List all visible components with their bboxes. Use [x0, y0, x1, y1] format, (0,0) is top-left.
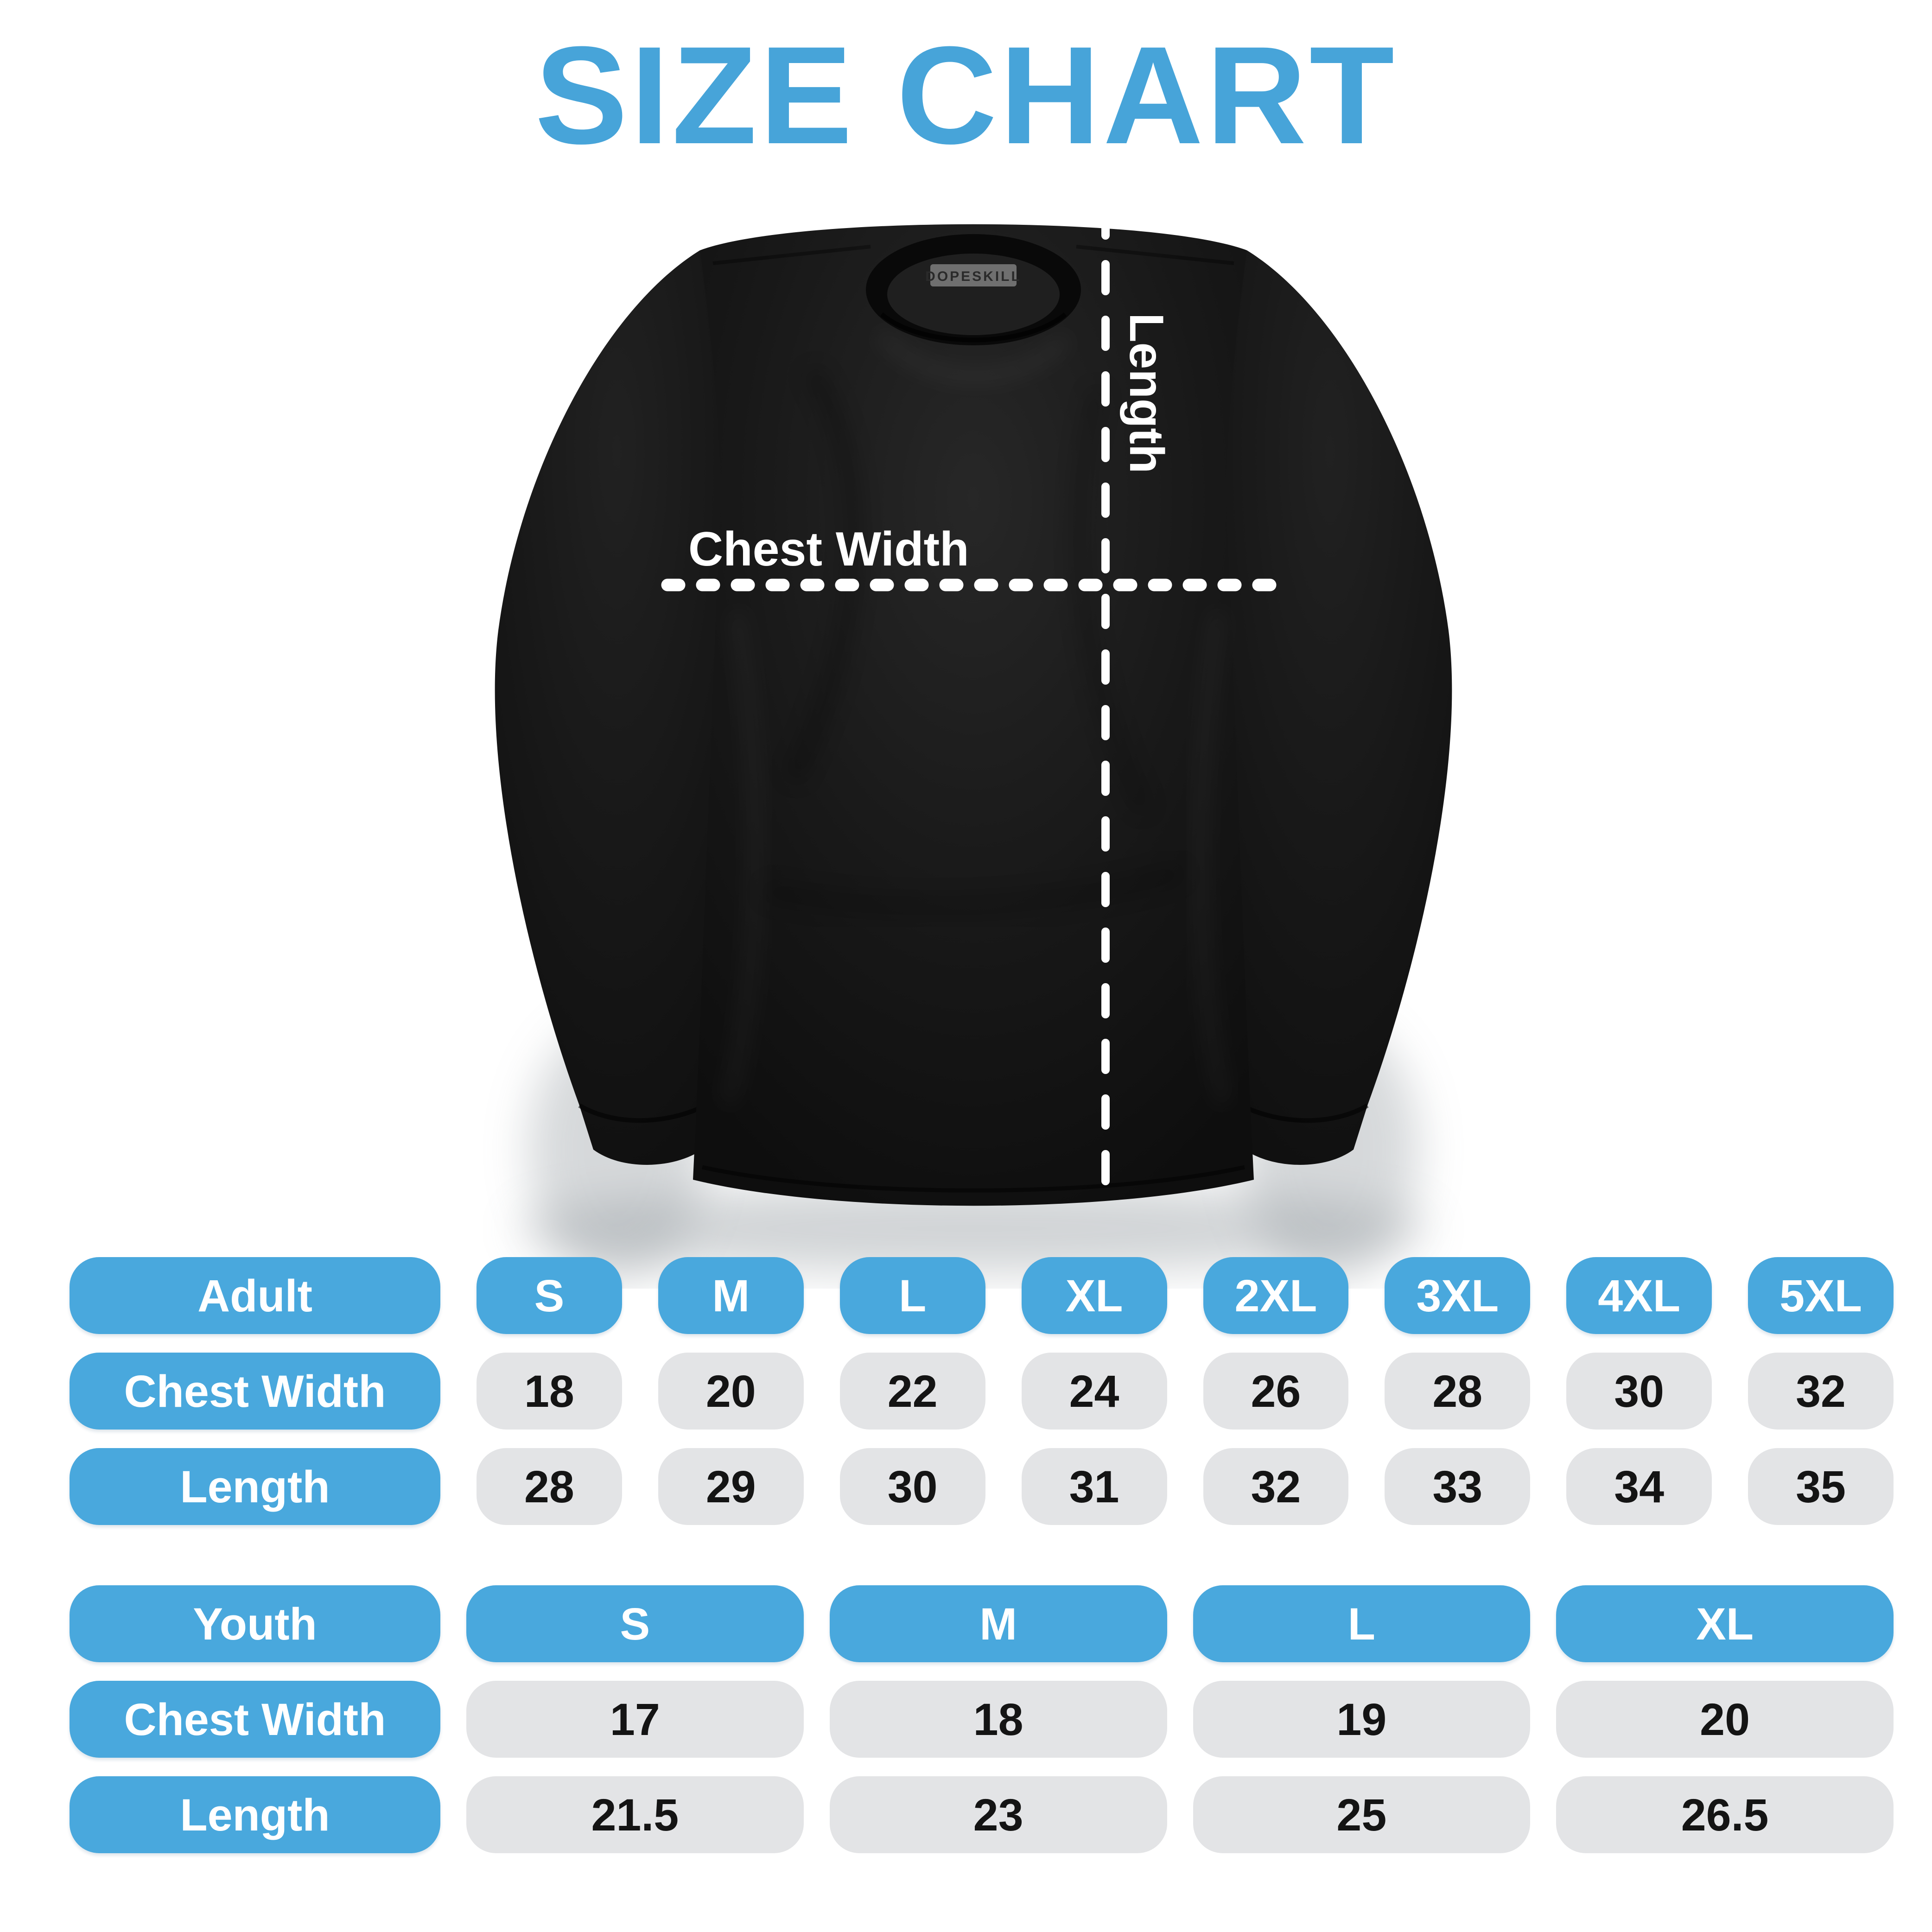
youth-group-pill: Youth: [70, 1585, 440, 1662]
adult-group-pill: Adult: [70, 1257, 440, 1334]
wrinkle: [763, 863, 1185, 915]
shirt-diagram: DOPESKILL Chest Width Length: [495, 204, 1452, 1279]
shirt-shadow: [519, 1184, 1428, 1272]
adult-chest-value-pill: 32: [1748, 1353, 1894, 1430]
adult-chest-value-pill: 26: [1203, 1353, 1349, 1430]
adult-size-header-pill: XL: [1021, 1257, 1167, 1334]
wrinkle-highlight: [721, 610, 762, 1105]
adult-chest-value-pill: 20: [658, 1353, 804, 1430]
left-sleeve: [495, 250, 739, 1165]
adult-size-header-pill: 3XL: [1385, 1257, 1531, 1334]
page-title: SIZE CHART: [535, 17, 1397, 173]
adult-chest-row-label: Chest Width: [70, 1353, 440, 1430]
wrinkle-highlight: [1194, 610, 1230, 1105]
adult-chest-value-pill: 28: [1385, 1353, 1531, 1430]
adult-size-table: Adult S M L XL 2XL 3XL 4XL 5XL Chest Wid…: [70, 1257, 1894, 1525]
left-shoulder-seam: [712, 245, 871, 265]
hem-seam: [702, 1165, 1245, 1193]
right-sleeve: [1208, 250, 1452, 1165]
youth-size-header-pill: S: [466, 1585, 804, 1662]
youth-chest-value-pill: 17: [466, 1681, 804, 1758]
adult-size-header-pill: 5XL: [1748, 1257, 1894, 1334]
youth-size-header-pill: L: [1193, 1585, 1531, 1662]
adult-length-value-pill: 29: [658, 1448, 804, 1525]
youth-length-value-pill: 23: [829, 1776, 1167, 1853]
chest-width-label: Chest Width: [688, 522, 969, 576]
youth-chest-value-pill: 19: [1193, 1681, 1531, 1758]
adult-size-header-pill: S: [477, 1257, 622, 1334]
youth-size-table: Youth S M L XL Chest Width 17 18 19 20 L…: [70, 1585, 1894, 1853]
adult-chest-value-pill: 30: [1566, 1353, 1712, 1430]
left-cuff-seam: [578, 1100, 713, 1123]
youth-chest-value-pill: 18: [829, 1681, 1167, 1758]
adult-size-header-pill: L: [839, 1257, 985, 1334]
adult-chest-value-pill: 24: [1021, 1353, 1167, 1430]
youth-chest-row-label: Chest Width: [70, 1681, 440, 1758]
youth-size-header-pill: XL: [1556, 1585, 1894, 1662]
right-cuff-seam: [1234, 1100, 1369, 1123]
adult-size-header-pill: M: [658, 1257, 804, 1334]
adult-chest-value-pill: 22: [839, 1353, 985, 1430]
brand-tag: [930, 264, 1017, 286]
adult-length-value-pill: 30: [839, 1448, 985, 1525]
wrinkle: [1073, 387, 1151, 814]
youth-length-row-label: Length: [70, 1776, 440, 1853]
youth-length-value-pill: 21.5: [466, 1776, 804, 1853]
brand-tag-text: DOPESKILL: [925, 269, 1022, 284]
youth-size-header-pill: M: [829, 1585, 1167, 1662]
length-label: Length: [1119, 313, 1173, 474]
wrinkle: [785, 367, 862, 782]
youth-length-value-pill: 25: [1193, 1776, 1531, 1853]
adult-length-value-pill: 33: [1385, 1448, 1531, 1525]
adult-length-value-pill: 28: [477, 1448, 622, 1525]
adult-length-row-label: Length: [70, 1448, 440, 1525]
adult-size-header-pill: 4XL: [1566, 1257, 1712, 1334]
right-shoulder-seam: [1076, 245, 1234, 265]
adult-size-header-pill: 2XL: [1203, 1257, 1349, 1334]
youth-length-value-pill: 26.5: [1556, 1776, 1894, 1853]
adult-chest-value-pill: 18: [477, 1353, 622, 1430]
adult-length-value-pill: 35: [1748, 1448, 1894, 1525]
shirt-body: [693, 224, 1254, 1206]
adult-length-value-pill: 34: [1566, 1448, 1712, 1525]
youth-chest-value-pill: 20: [1556, 1681, 1894, 1758]
collar-rib-seam: [880, 312, 1067, 343]
adult-length-value-pill: 32: [1203, 1448, 1349, 1525]
wrinkle-highlight: [876, 330, 1071, 382]
adult-length-value-pill: 31: [1021, 1448, 1167, 1525]
